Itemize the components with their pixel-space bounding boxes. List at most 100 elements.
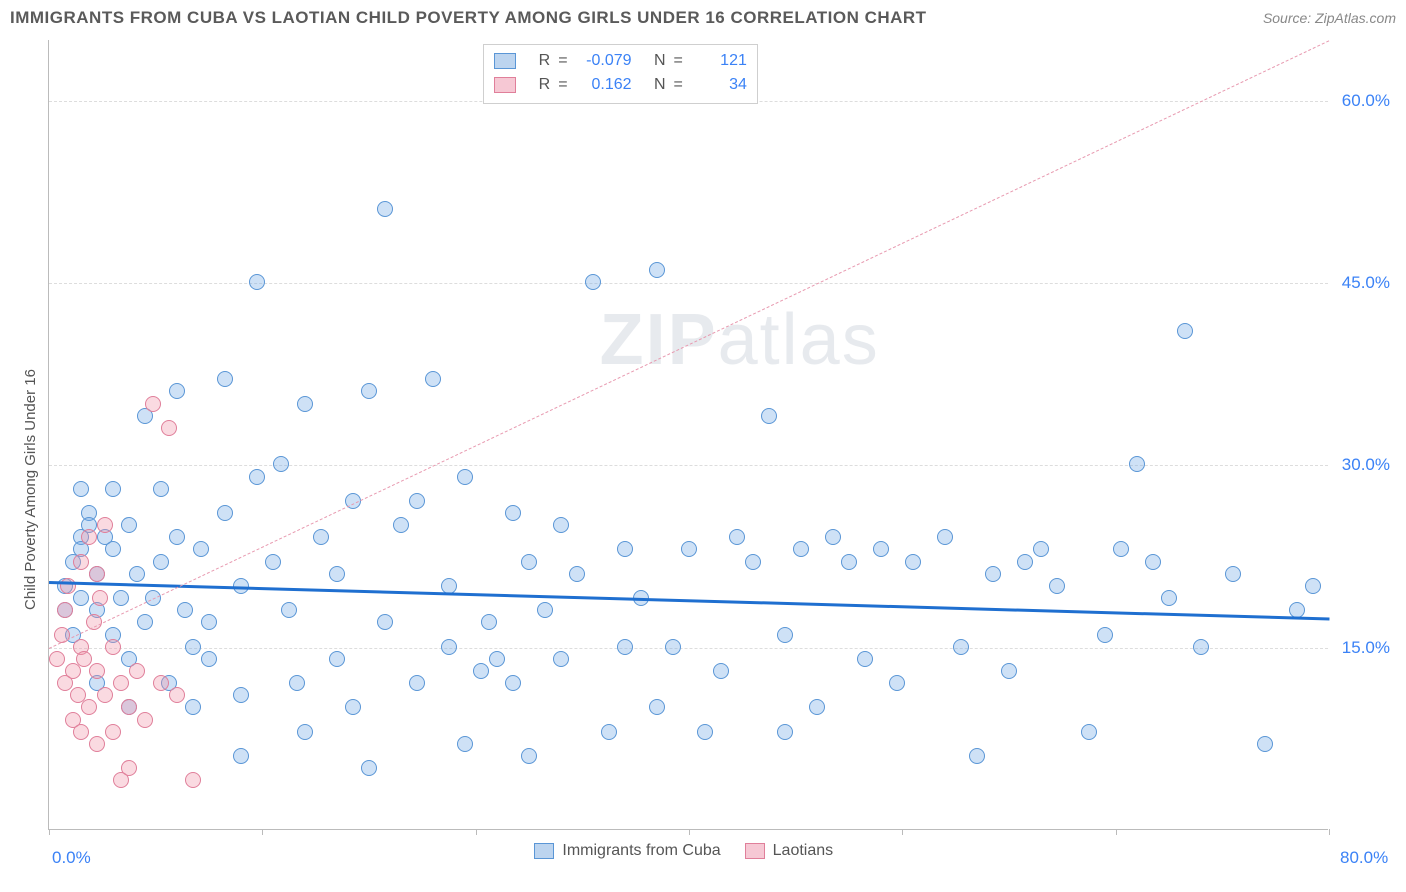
data-point xyxy=(153,481,169,497)
stat-r-label: R xyxy=(524,52,550,70)
data-point xyxy=(809,699,825,715)
data-point xyxy=(113,590,129,606)
data-point xyxy=(601,724,617,740)
data-point xyxy=(233,748,249,764)
data-point xyxy=(1049,578,1065,594)
data-point xyxy=(137,614,153,630)
x-tick xyxy=(689,829,690,835)
data-point xyxy=(185,772,201,788)
data-point xyxy=(217,371,233,387)
data-point xyxy=(521,554,537,570)
data-point xyxy=(481,614,497,630)
data-point xyxy=(105,481,121,497)
plot-area: ZIPatlas 15.0%30.0%45.0%60.0% xyxy=(48,40,1328,830)
data-point xyxy=(76,651,92,667)
y-tick-label: 45.0% xyxy=(1342,273,1390,293)
data-point xyxy=(92,590,108,606)
legend-swatch xyxy=(534,843,554,859)
data-point xyxy=(73,724,89,740)
data-point xyxy=(105,724,121,740)
data-point xyxy=(953,639,969,655)
x-tick-label-left: 0.0% xyxy=(52,848,91,868)
data-point xyxy=(665,639,681,655)
data-point xyxy=(361,383,377,399)
data-point xyxy=(129,566,145,582)
data-point xyxy=(377,614,393,630)
source-attribution: Source: ZipAtlas.com xyxy=(1263,10,1396,26)
stat-n-label: N xyxy=(640,52,666,70)
stat-eq: = xyxy=(558,76,567,94)
data-point xyxy=(281,602,297,618)
data-point xyxy=(153,675,169,691)
data-point xyxy=(1017,554,1033,570)
data-point xyxy=(873,541,889,557)
data-point xyxy=(937,529,953,545)
data-point xyxy=(825,529,841,545)
data-point xyxy=(60,578,76,594)
chart-title: IMMIGRANTS FROM CUBA VS LAOTIAN CHILD PO… xyxy=(10,8,927,28)
y-tick-label: 30.0% xyxy=(1342,455,1390,475)
data-point xyxy=(1161,590,1177,606)
data-point xyxy=(81,699,97,715)
data-point xyxy=(169,529,185,545)
stat-eq: = xyxy=(674,52,683,70)
data-point xyxy=(185,639,201,655)
data-point xyxy=(681,541,697,557)
data-point xyxy=(193,541,209,557)
data-point xyxy=(89,566,105,582)
data-point xyxy=(1177,323,1193,339)
data-point xyxy=(1225,566,1241,582)
title-bar: IMMIGRANTS FROM CUBA VS LAOTIAN CHILD PO… xyxy=(10,4,1396,32)
data-point xyxy=(1305,578,1321,594)
data-point xyxy=(345,699,361,715)
data-point xyxy=(713,663,729,679)
gridline xyxy=(49,648,1328,649)
data-point xyxy=(73,554,89,570)
data-point xyxy=(377,201,393,217)
data-point xyxy=(1257,736,1273,752)
data-point xyxy=(57,602,73,618)
data-point xyxy=(393,517,409,533)
data-point xyxy=(1033,541,1049,557)
data-point xyxy=(265,554,281,570)
data-point xyxy=(425,371,441,387)
data-point xyxy=(201,614,217,630)
data-point xyxy=(617,541,633,557)
x-tick xyxy=(902,829,903,835)
data-point xyxy=(745,554,761,570)
x-tick-label-right: 80.0% xyxy=(1340,848,1388,868)
data-point xyxy=(297,396,313,412)
data-point xyxy=(329,651,345,667)
data-point xyxy=(505,675,521,691)
data-point xyxy=(73,481,89,497)
stat-r-value: -0.079 xyxy=(576,52,632,70)
data-point xyxy=(89,736,105,752)
data-point xyxy=(777,627,793,643)
stat-n-label: N xyxy=(640,76,666,94)
watermark-light: atlas xyxy=(718,300,880,380)
data-point xyxy=(841,554,857,570)
data-point xyxy=(1113,541,1129,557)
data-point xyxy=(1129,456,1145,472)
data-point xyxy=(729,529,745,545)
y-tick-label: 60.0% xyxy=(1342,91,1390,111)
data-point xyxy=(1145,554,1161,570)
data-point xyxy=(297,724,313,740)
data-point xyxy=(137,712,153,728)
data-point xyxy=(233,687,249,703)
x-tick xyxy=(476,829,477,835)
stat-row: R=0.162N=34 xyxy=(494,73,747,97)
legend-swatch xyxy=(745,843,765,859)
data-point xyxy=(329,566,345,582)
data-point xyxy=(249,274,265,290)
stat-n-value: 121 xyxy=(691,52,747,70)
x-legend: Immigrants from CubaLaotians xyxy=(534,842,833,860)
x-legend-label: Laotians xyxy=(773,842,834,860)
data-point xyxy=(985,566,1001,582)
data-point xyxy=(857,651,873,667)
legend-swatch xyxy=(494,77,516,93)
data-point xyxy=(777,724,793,740)
data-point xyxy=(553,651,569,667)
data-point xyxy=(105,639,121,655)
data-point xyxy=(81,529,97,545)
